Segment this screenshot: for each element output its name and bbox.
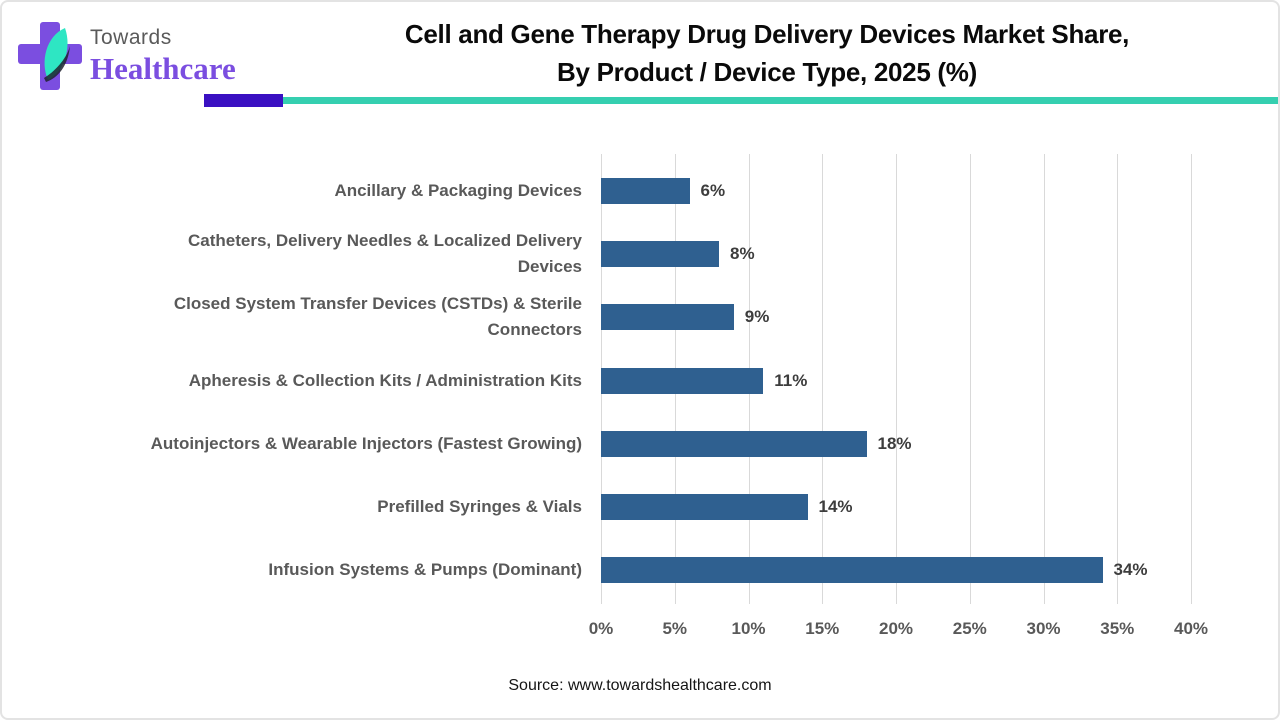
header-accent-teal (283, 97, 1278, 104)
x-tick-label: 35% (1100, 619, 1135, 638)
bar (601, 241, 719, 268)
category-label: Ancillary & Packaging Devices (334, 181, 582, 200)
x-axis: 0% 5% 10% 15% 20% 25% 30% 35% 40% (589, 619, 1208, 643)
value-label: 11% (774, 370, 808, 390)
category-label: Apheresis & Collection Kits / Administra… (188, 370, 582, 390)
x-tick-label: 0% (588, 619, 614, 638)
brand-name-bottom: Healthcare (90, 51, 236, 86)
value-label: 34% (1113, 560, 1148, 580)
x-tick-label: 20% (878, 619, 914, 638)
gridline (1043, 154, 1045, 604)
x-tick-label: 5% (662, 619, 688, 638)
plot-area: 6% 8% 9% 11% 18% 14% 34% (601, 154, 1192, 604)
gridline (969, 154, 971, 604)
bar (601, 494, 808, 520)
value-label: 9% (744, 307, 770, 327)
gridline (1191, 154, 1192, 604)
x-tick-label: 25% (952, 619, 987, 638)
category-label: Infusion Systems & Pumps (Dominant) (268, 560, 582, 580)
category-labels: Ancillary & Packaging Devices Catheters, … (50, 154, 582, 604)
x-tick-label: 15% (805, 619, 840, 638)
x-tick-label: 30% (1026, 619, 1061, 638)
brand-wordmark: Towards Healthcare (90, 20, 236, 87)
x-tick-label: 40% (1173, 619, 1209, 638)
brand-logo: Towards Healthcare (18, 20, 236, 92)
healthcare-cross-leaf-icon (18, 22, 82, 90)
gridline (1117, 154, 1119, 604)
category-label: Prefilled Syringes & Vials (377, 497, 582, 516)
brand-name-top: Towards (90, 26, 172, 49)
chart-title: Cell and Gene Therapy Drug Delivery Devi… (272, 15, 1262, 91)
source-text: Source: www.towardshealthcare.com (508, 677, 772, 694)
bar (601, 304, 734, 331)
gridline (896, 154, 897, 604)
category-label: Catheters, Delivery Needles & Localized … (187, 231, 582, 277)
chart-title-line2: By Product / Device Type, 2025 (%) (557, 57, 977, 87)
category-label: Autoinjectors & Wearable Injectors (Fast… (150, 433, 582, 453)
header-accent-purple (204, 94, 283, 107)
chart-title-line1: Cell and Gene Therapy Drug Delivery Devi… (404, 19, 1130, 49)
x-tick-label: 10% (731, 619, 766, 638)
gridline (822, 154, 824, 604)
bar (601, 367, 764, 394)
category-label: Closed System Transfer Devices (CSTDs) &… (173, 294, 582, 340)
value-label: 6% (700, 181, 726, 200)
value-label: 14% (818, 497, 853, 516)
value-label: 18% (877, 433, 912, 453)
bar (601, 178, 690, 204)
value-label: 8% (730, 244, 755, 264)
bar (601, 557, 1103, 584)
bar (601, 430, 867, 457)
